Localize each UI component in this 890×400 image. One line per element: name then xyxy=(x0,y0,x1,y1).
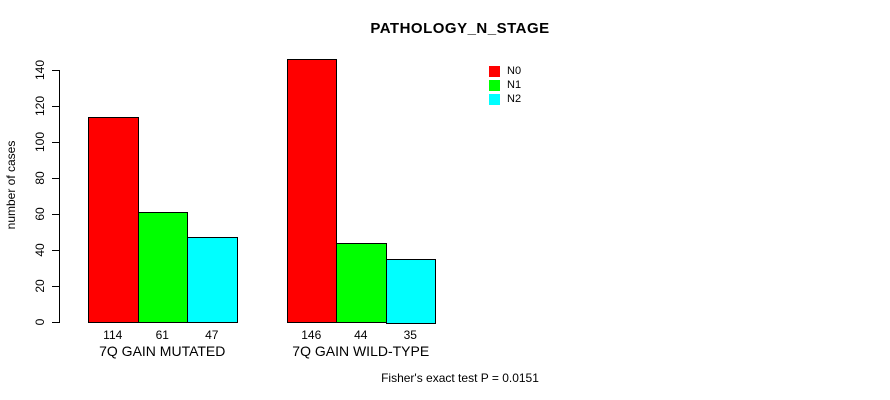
legend-swatch-n0 xyxy=(489,66,500,77)
category-label: 7Q GAIN WILD-TYPE xyxy=(292,343,430,359)
y-tick-mark xyxy=(52,69,59,71)
bar-n2-group1 xyxy=(187,237,238,324)
legend-label: N1 xyxy=(507,79,522,91)
legend: N0 N1 N2 xyxy=(489,66,521,108)
chart-title: PATHOLOGY_N_STAGE xyxy=(370,20,550,37)
legend-row-n2: N2 xyxy=(489,94,521,105)
legend-row-n1: N1 xyxy=(489,80,521,91)
category-label: 7Q GAIN MUTATED xyxy=(99,343,226,359)
y-tick-mark xyxy=(52,249,59,251)
y-axis-line xyxy=(59,70,61,323)
legend-row-n0: N0 xyxy=(489,66,521,77)
bar-n0-group1 xyxy=(88,116,139,324)
y-tick-label: 120 xyxy=(33,95,47,117)
y-tick-mark xyxy=(52,321,59,323)
legend-label: N0 xyxy=(507,65,522,77)
y-tick-label: 0 xyxy=(33,318,47,326)
bar-value-label: 44 xyxy=(354,328,368,342)
y-tick-label: 80 xyxy=(33,171,47,185)
y-tick-label: 100 xyxy=(33,131,47,153)
legend-swatch-n1 xyxy=(489,80,500,91)
y-tick-mark xyxy=(52,177,59,179)
y-tick-label: 40 xyxy=(33,243,47,257)
legend-label: N2 xyxy=(507,93,522,105)
bar-n1-group1 xyxy=(137,212,188,324)
y-tick-mark xyxy=(52,285,59,287)
y-tick-label: 20 xyxy=(33,279,47,293)
bar-value-label: 61 xyxy=(155,328,169,342)
bar-n2-group2 xyxy=(385,259,436,324)
y-tick-label: 60 xyxy=(33,207,47,221)
bar-value-label: 146 xyxy=(301,328,322,342)
bar-n1-group2 xyxy=(336,242,387,324)
statistical-test-annotation: Fisher's exact test P = 0.0151 xyxy=(381,371,539,385)
bar-n0-group2 xyxy=(286,59,337,324)
y-tick-mark xyxy=(52,105,59,107)
bar-value-label: 114 xyxy=(103,328,123,342)
y-tick-mark xyxy=(52,141,59,143)
bar-value-label: 35 xyxy=(403,328,417,342)
y-tick-label: 140 xyxy=(33,59,47,81)
legend-swatch-n2 xyxy=(489,94,500,105)
bar-value-label: 47 xyxy=(205,328,219,342)
y-tick-mark xyxy=(52,213,59,215)
